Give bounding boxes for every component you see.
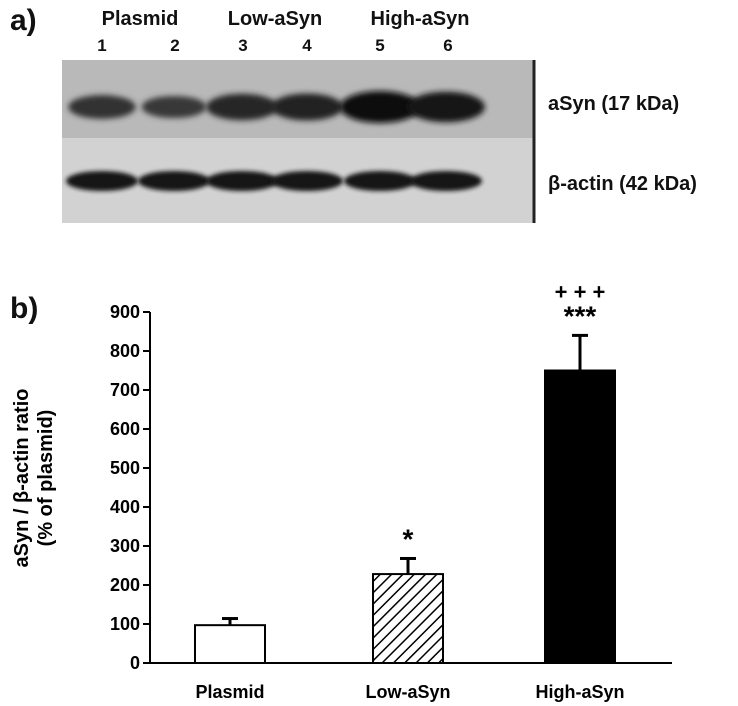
western-blot-image — [62, 60, 536, 223]
blot-label-actin: β-actin (42 kDa) — [548, 173, 697, 195]
lane-label-3: 3 — [238, 36, 248, 55]
blot-label-asyn: aSyn (17 kDa) — [548, 93, 680, 115]
y-tick-label-200: 200 — [110, 575, 140, 595]
category-label-plasmid: Plasmid — [195, 682, 264, 702]
group-label-plasmid: Plasmid — [101, 8, 179, 30]
asyn-band-lane-6 — [407, 91, 485, 123]
y-tick-label-700: 700 — [110, 380, 140, 400]
y-axis-label-line1: aSyn / β-actin ratio — [11, 389, 33, 568]
actin-band-lane-3 — [206, 171, 278, 191]
y-tick-label-300: 300 — [110, 536, 140, 556]
y-tick-label-600: 600 — [110, 419, 140, 439]
actin-band-lane-5 — [344, 171, 416, 191]
bar-low-asyn — [372, 573, 444, 664]
actin-band-lane-2 — [138, 171, 210, 191]
bar-plasmid — [194, 624, 266, 665]
category-label-low-asyn: Low-aSyn — [365, 682, 450, 702]
y-tick-label-800: 800 — [110, 341, 140, 361]
lane-label-4: 4 — [302, 36, 312, 55]
y-axis-label-line2: (% of plasmid) — [35, 410, 57, 547]
asyn-band-lane-4 — [270, 93, 344, 121]
actin-band-row — [66, 171, 482, 191]
asyn-band-lane-1 — [68, 95, 136, 119]
asyn-band-lane-2 — [141, 95, 207, 119]
asyn-band-lane-5 — [340, 91, 420, 123]
bar-chart: aSyn / β-actin ratio (% of plasmid) 0 100… — [11, 286, 672, 702]
lane-label-2: 2 — [170, 36, 180, 55]
actin-band-lane-4 — [271, 171, 343, 191]
y-tick-label-100: 100 — [110, 614, 140, 634]
panel-a-label: a) — [10, 4, 37, 37]
group-label-low-asyn: Low-aSyn — [227, 8, 323, 30]
y-tick-label-900: 900 — [110, 302, 140, 322]
y-tick-label-0: 0 — [130, 653, 140, 673]
actin-band-lane-6 — [410, 171, 482, 191]
panel-b-label: b) — [10, 292, 39, 325]
lane-label-1: 1 — [97, 36, 107, 55]
asyn-band-row — [68, 91, 485, 123]
bar-high-asyn — [544, 369, 616, 664]
y-tick-label-500: 500 — [110, 458, 140, 478]
significance-marker-high-asyn-0: + + + — [555, 286, 606, 304]
asyn-band-lane-3 — [206, 93, 278, 121]
y-tick-label-400: 400 — [110, 497, 140, 517]
actin-band-lane-1 — [66, 171, 138, 191]
category-label-high-asyn: High-aSyn — [535, 682, 624, 702]
lane-label-6: 6 — [443, 36, 453, 55]
lane-label-5: 5 — [375, 36, 385, 55]
group-label-high-asyn: High-aSyn — [370, 8, 470, 30]
significance-marker-low-asyn-0: * — [403, 523, 414, 554]
significance-marker-high-asyn-1: *** — [564, 300, 597, 331]
